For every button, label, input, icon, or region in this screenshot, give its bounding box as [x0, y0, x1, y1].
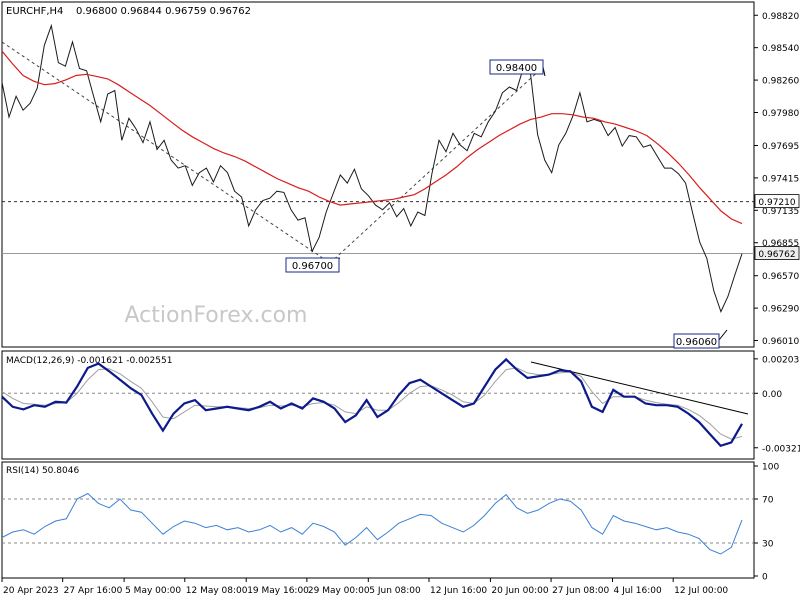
rsi-line [1, 492, 743, 555]
price-tick-label: 0.96290 [762, 305, 799, 315]
macd-tick-label: 0.00 [762, 390, 782, 400]
price-series-group [1, 23, 743, 313]
price-tick-label: 0.98540 [762, 44, 799, 54]
price-level-box [754, 246, 800, 260]
rsi-panel-frame [1, 461, 755, 579]
annotation-mid-low: 0.96700 [292, 261, 333, 272]
time-tick-label: 29 May 00:00 [308, 586, 370, 596]
macd-panel-frame [1, 350, 755, 460]
macd-signal-line [1, 367, 743, 440]
macd-tick-label: -0.003214 [762, 444, 800, 454]
time-tick-label: 12 May 08:00 [186, 586, 248, 596]
macd-y-axis: 0.002031 0.00 -0.003214 [2, 355, 800, 454]
price-panel-frame [1, 1, 755, 348]
price-level-label: 0.96762 [758, 250, 795, 260]
time-tick-label: 20 Apr 2023 [3, 586, 59, 596]
price-tick-label: 0.97135 [762, 207, 799, 217]
trendline-down [1, 41, 331, 264]
time-x-axis: 20 Apr 2023 27 Apr 16:00 5 May 00:00 12 May… [1, 578, 728, 596]
watermark: ActionForex.com [125, 303, 308, 328]
price-reference-lines: 0.97210 0.96762 [2, 194, 800, 260]
price-level-box [754, 194, 800, 209]
price-annotations: 0.98400 0.96700 0.96060 [285, 59, 728, 349]
rsi-y-axis: 100 70 30 0 [2, 463, 779, 583]
rsi-tick-label: 0 [762, 573, 768, 583]
time-tick-label: 27 Apr 16:00 [64, 586, 123, 596]
annotation-high: 0.98400 [496, 63, 537, 74]
time-tick-label: 20 Jun 00:00 [491, 586, 548, 596]
rsi-tick-label: 70 [762, 496, 774, 506]
price-tick-label: 0.98820 [762, 12, 799, 22]
price-tick-label: 0.97415 [762, 174, 799, 184]
macd-series-group [1, 357, 743, 448]
time-tick-label: 12 Jul 00:00 [674, 586, 728, 596]
ohlc-readout: 0.96800 0.96844 0.96759 0.96762 [76, 6, 251, 17]
price-line [1, 23, 743, 313]
annotation-low: 0.96060 [676, 337, 717, 348]
time-tick-label: 27 Jun 08:00 [552, 586, 609, 596]
price-level-label: 0.97210 [758, 198, 795, 208]
time-tick-label: 4 Jul 16:00 [614, 586, 663, 596]
macd-title: MACD(12,26,9) -0.001621 -0.002551 [6, 356, 172, 366]
price-tick-label: 0.96855 [762, 239, 799, 249]
trendline-up [329, 66, 544, 264]
symbol-label: EURCHF,H4 [6, 6, 63, 17]
rsi-tick-label: 100 [762, 463, 779, 473]
time-tick-label: 19 May 16:00 [247, 586, 309, 596]
macd-tick-label: 0.002031 [762, 355, 800, 365]
macd-line [1, 357, 743, 448]
time-tick-label: 5 Jun 08:00 [369, 586, 421, 596]
price-tick-label: 0.96010 [762, 337, 799, 347]
rsi-series-group [1, 492, 743, 555]
price-tick-label: 0.98260 [762, 77, 799, 87]
time-tick-label: 5 May 00:00 [125, 586, 181, 596]
rsi-title: RSI(14) 50.8046 [6, 466, 79, 476]
price-y-axis: 0.98820 0.98540 0.98260 0.97980 0.97695 0.974… [754, 12, 799, 347]
price-tick-label: 0.97980 [762, 109, 799, 119]
rsi-tick-label: 30 [762, 540, 774, 550]
time-tick-label: 12 Jun 16:00 [430, 586, 487, 596]
price-tick-label: 0.97695 [762, 142, 799, 152]
moving-average-line [1, 50, 743, 225]
price-tick-label: 0.96570 [762, 272, 799, 282]
